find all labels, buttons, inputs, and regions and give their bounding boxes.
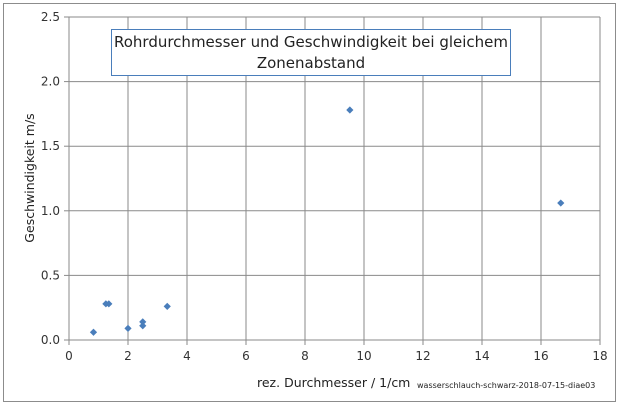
chart-title-line-1: Rohrdurchmesser und Geschwindigkeit bei …	[113, 33, 509, 51]
x-tick-label: 0	[65, 349, 73, 363]
x-tick-label: 2	[124, 349, 132, 363]
x-tick-label: 6	[242, 349, 250, 363]
source-note: wasserschlauch-schwarz-2018-07-15-diae03	[417, 381, 595, 390]
data-point-marker	[346, 106, 354, 114]
y-tick-label: 2.5	[41, 10, 60, 24]
y-tick-label: 1.0	[41, 204, 60, 218]
y-tick-label: 1.5	[41, 139, 60, 153]
x-tick-label: 14	[474, 349, 489, 363]
x-tick-label: 18	[592, 349, 607, 363]
y-tick-label: 0.0	[41, 333, 60, 347]
x-tick-label: 4	[183, 349, 191, 363]
axes	[64, 16, 601, 345]
data-point-marker	[163, 302, 171, 311]
chart-title-box: Rohrdurchmesser und Geschwindigkeit bei …	[111, 29, 511, 76]
chart-title-line-2: Zonenabstand	[256, 54, 366, 72]
data-point-marker	[139, 318, 147, 326]
data-point-marker	[557, 199, 565, 207]
x-axis-title: rez. Durchmesser / 1/cm	[257, 375, 410, 390]
x-tick-label: 8	[301, 349, 309, 363]
y-tick-label: 0.5	[41, 268, 60, 282]
data-points	[89, 106, 565, 336]
y-axis-tick-labels: 0.0 0.5 1.0 1.5 2.0 2.5	[41, 10, 60, 347]
data-point-marker	[139, 322, 147, 330]
grid-lines	[69, 16, 601, 340]
data-point-marker	[124, 324, 132, 332]
y-axis-title: Geschwindigkeit m/s	[22, 113, 37, 242]
data-point-marker	[105, 300, 113, 308]
x-tick-label: 10	[356, 349, 371, 363]
y-tick-label: 2.0	[41, 75, 60, 89]
x-tick-label: 12	[415, 349, 430, 363]
x-axis-tick-labels: 0 2 4 6 8 10 12 14 16 18	[65, 349, 607, 363]
data-point-marker	[89, 328, 98, 336]
x-tick-label: 16	[533, 349, 548, 363]
